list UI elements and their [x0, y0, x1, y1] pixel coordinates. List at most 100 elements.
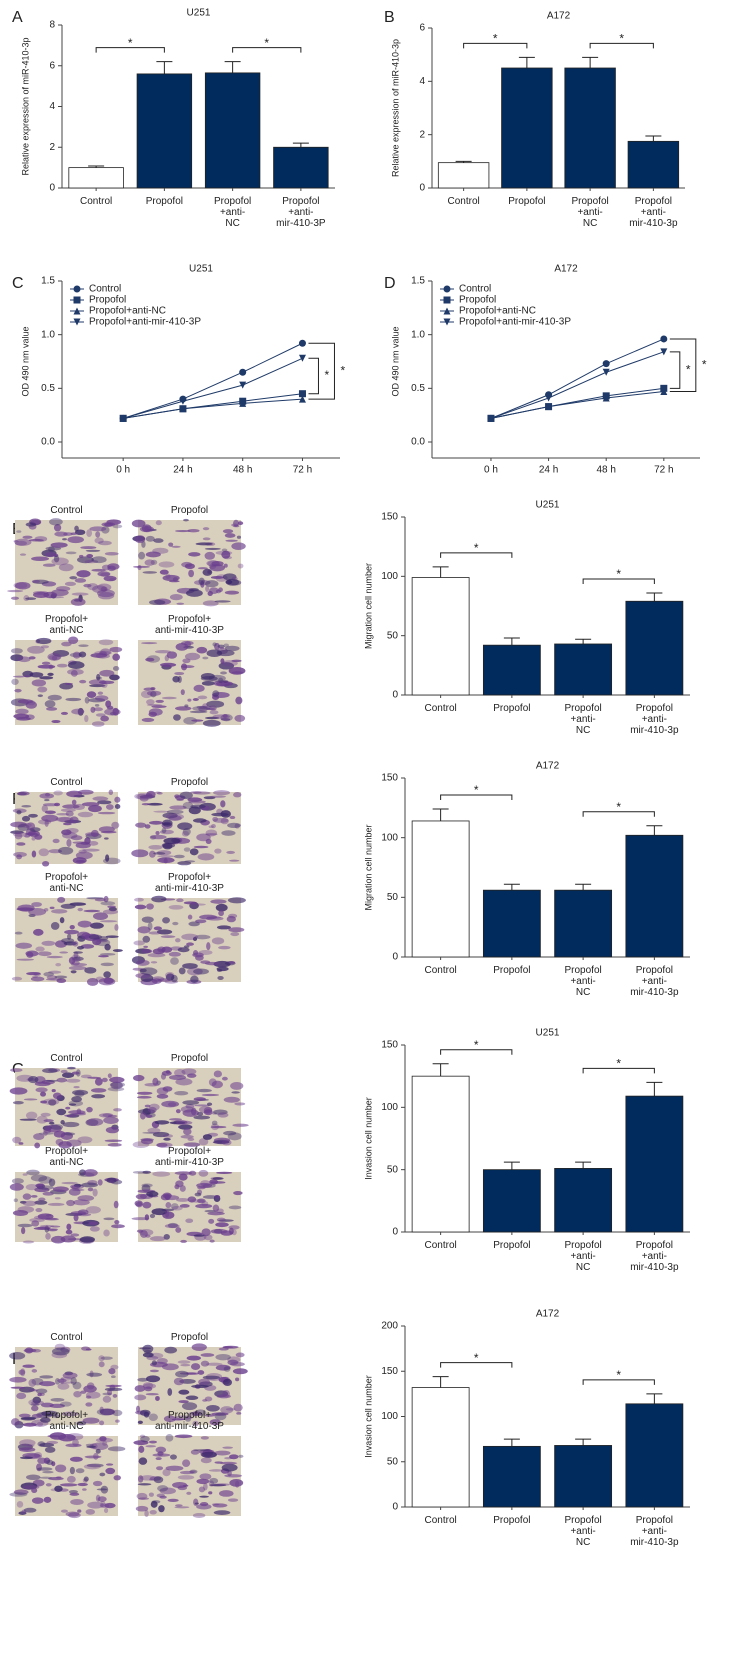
micrograph-cell — [183, 945, 190, 949]
y-axis-label: Relative expression of miR-410-3p — [20, 37, 30, 175]
micrograph-cell — [165, 1202, 172, 1209]
micrograph-cell — [191, 903, 206, 906]
bar — [136, 73, 193, 189]
y-tick-label: 50 — [387, 630, 399, 641]
micrograph-cell — [85, 1402, 93, 1407]
micrograph-cell — [70, 670, 78, 677]
micrograph-cell — [168, 905, 184, 910]
micrograph-cell — [230, 932, 240, 937]
micrograph-cell — [107, 905, 116, 909]
micrograph-cell — [31, 679, 47, 687]
micrograph-cell — [77, 1509, 82, 1513]
micrograph-cell — [52, 1092, 62, 1100]
micrograph-cell — [72, 1381, 82, 1390]
micrograph-cell — [223, 555, 233, 560]
micrograph-cell — [168, 542, 174, 547]
micrograph-cell — [205, 1362, 223, 1366]
micrograph-cell — [71, 1071, 80, 1075]
micrograph-cell — [181, 1068, 197, 1076]
micrograph-cell — [238, 1454, 244, 1458]
micrograph-cell — [88, 805, 102, 813]
micrograph-cell — [48, 1121, 55, 1125]
micrograph-cell — [18, 1369, 26, 1375]
micrograph-cell — [156, 1142, 168, 1148]
significance-bracket — [589, 42, 654, 49]
micrograph-cell — [152, 1131, 170, 1138]
micrograph-cell — [153, 538, 164, 543]
micrograph-cell — [18, 1413, 31, 1418]
micrograph-cell — [143, 945, 148, 948]
legend-label: Propofol — [89, 295, 126, 306]
micrograph-cell — [98, 651, 107, 656]
micrograph-cell — [59, 1483, 78, 1487]
micrograph-cell — [21, 1509, 27, 1514]
micrograph-cell — [14, 581, 31, 590]
micrograph-cell — [190, 1363, 201, 1370]
image-label: Control — [50, 1332, 83, 1343]
x-tick-label: Control — [424, 1240, 457, 1251]
micrograph-cell — [151, 895, 167, 903]
micrograph-cell — [221, 681, 228, 687]
micrograph-cell — [100, 715, 109, 722]
micrograph-cell — [155, 1395, 160, 1401]
micrograph-cell — [87, 1076, 101, 1079]
micrograph-cell — [199, 1473, 212, 1480]
y-tick-label: 0 — [419, 183, 425, 194]
panel-label: C — [12, 275, 24, 292]
micrograph-cell — [91, 1442, 109, 1451]
micrograph-cell — [111, 821, 120, 829]
micrograph-cell — [62, 832, 78, 839]
chart-title: A172 — [554, 264, 578, 275]
micrograph-cell — [199, 914, 218, 920]
significance-bracket — [582, 811, 655, 817]
micrograph-cell — [109, 1076, 125, 1083]
micrograph-cell — [178, 1173, 188, 1181]
micrograph-cell — [179, 1185, 186, 1192]
micrograph-cell — [170, 1203, 179, 1210]
micrograph-cell — [61, 1411, 79, 1417]
micrograph-cell — [45, 1483, 52, 1487]
micrograph-cell — [174, 1090, 189, 1096]
micrograph-cell — [229, 1454, 239, 1460]
micrograph-cell — [50, 921, 60, 930]
micrograph-cell — [36, 1115, 48, 1124]
micrograph-cell — [154, 791, 161, 794]
micrograph-cell — [79, 1236, 95, 1243]
micrograph-cell — [169, 593, 183, 601]
micrograph-cell — [164, 1209, 170, 1218]
micrograph-cell — [134, 904, 147, 910]
y-tick-label: 150 — [381, 1040, 398, 1051]
micrograph-cell — [7, 589, 24, 593]
micrograph-cell — [70, 1211, 87, 1215]
micrograph-cell — [209, 795, 227, 798]
micrograph-cell — [141, 1183, 153, 1188]
micrograph-cell — [198, 1138, 209, 1146]
y-tick-label: 4 — [419, 76, 425, 87]
micrograph-cell — [25, 1184, 38, 1191]
chart-title: A172 — [536, 1309, 560, 1320]
micrograph-cell — [94, 695, 109, 702]
micrograph-cell — [11, 1178, 24, 1184]
micrograph-cell — [175, 643, 189, 651]
micrograph-cell — [142, 571, 158, 574]
micrograph-cell — [38, 951, 52, 957]
micrograph-cell — [16, 958, 35, 961]
micrograph-cell — [175, 938, 181, 943]
micrograph-cell — [227, 1359, 239, 1366]
micrograph-cell — [147, 802, 163, 806]
micrograph-cell — [69, 1492, 80, 1496]
bar — [411, 1075, 470, 1233]
micrograph-cell — [151, 1360, 158, 1366]
micrograph-cell — [83, 1463, 101, 1470]
micrograph-cell — [49, 906, 55, 910]
micrograph-cell — [192, 936, 198, 941]
x-tick-label: 72 h — [293, 465, 312, 476]
micrograph-cell — [83, 1476, 89, 1482]
micrograph-cell — [108, 1368, 116, 1375]
micrograph-cell — [156, 1466, 164, 1471]
micrograph-cell — [85, 832, 100, 837]
micrograph-cell — [193, 684, 205, 692]
micrograph-cell — [38, 848, 49, 857]
micrograph-cell — [86, 553, 94, 558]
micrograph-cell — [152, 1077, 159, 1086]
